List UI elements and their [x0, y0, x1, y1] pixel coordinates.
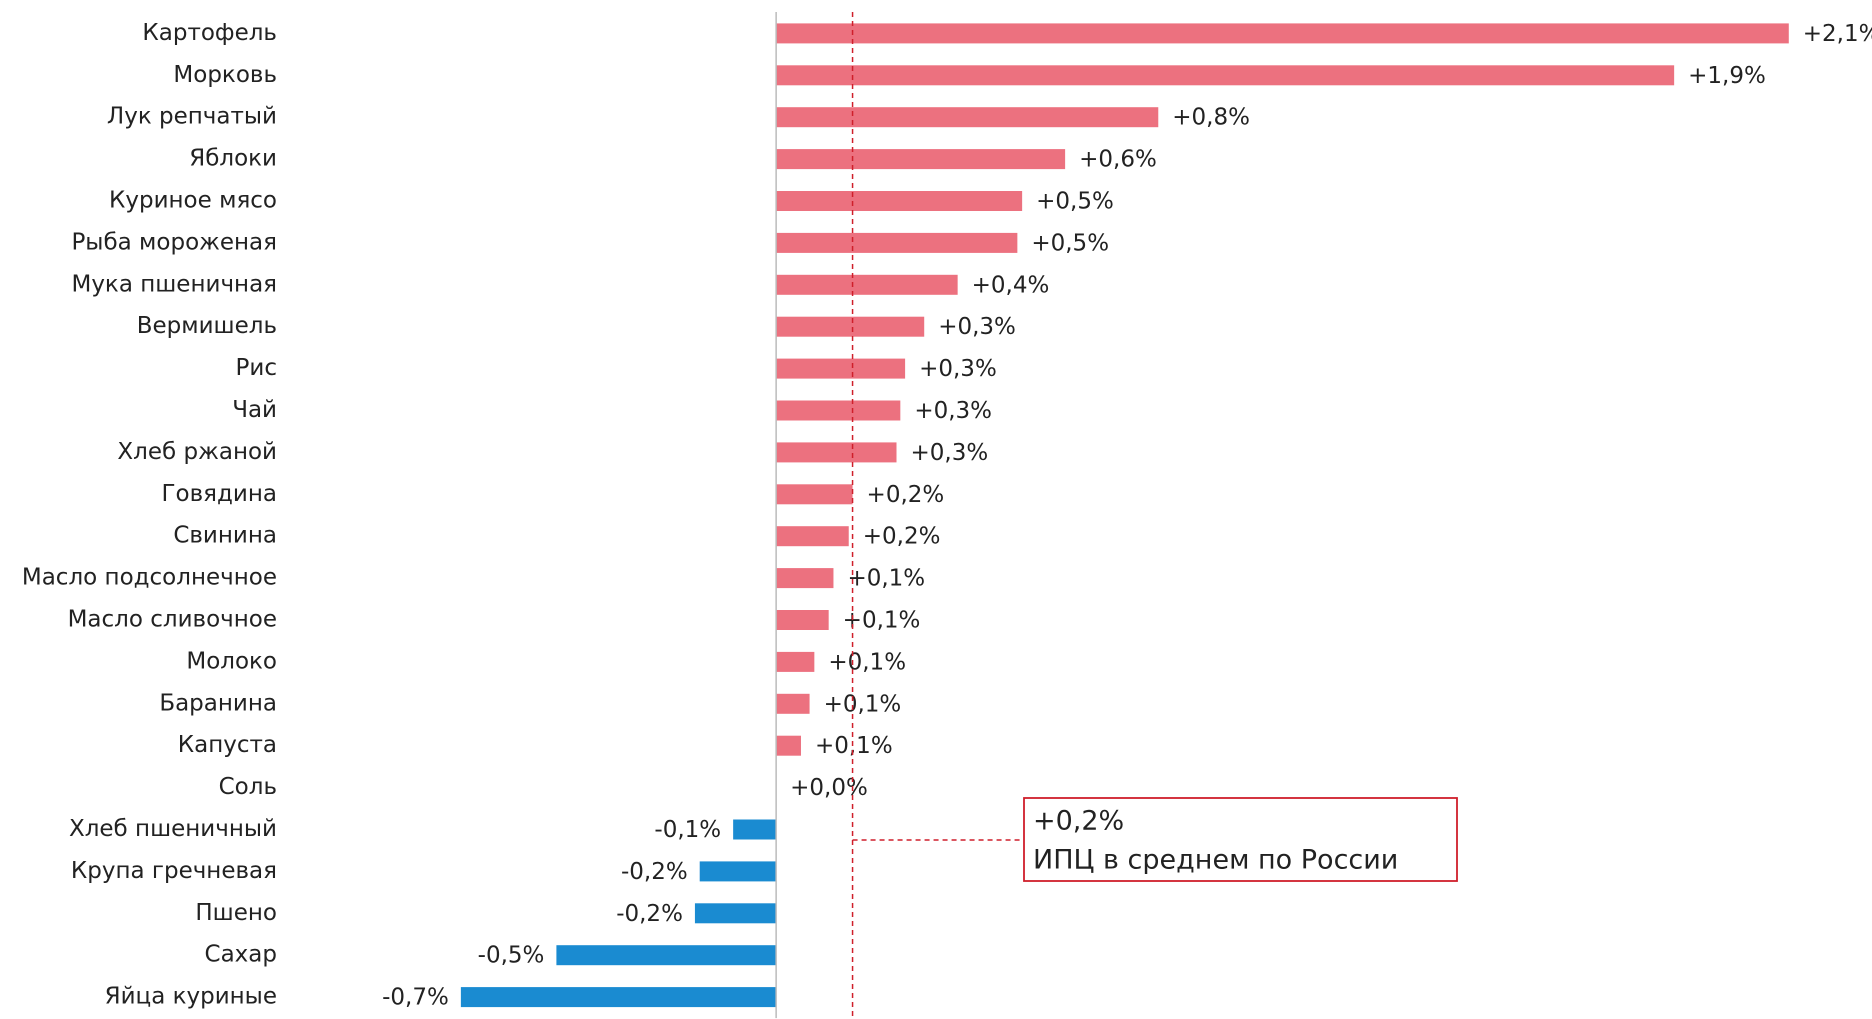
- value-label: +0,3%: [919, 356, 997, 382]
- category-label: Капуста: [178, 732, 277, 758]
- bar: [699, 861, 777, 882]
- bar: [694, 903, 777, 924]
- category-label: Пшено: [195, 900, 277, 926]
- value-label: +0,6%: [1079, 147, 1157, 173]
- value-label: +0,3%: [911, 440, 989, 466]
- category-label: Сахар: [205, 942, 277, 968]
- bar: [776, 735, 801, 756]
- reference-label: +0,2%: [1033, 806, 1124, 837]
- value-label: +0,3%: [914, 398, 992, 424]
- bar: [776, 442, 897, 463]
- bar: [776, 400, 901, 421]
- category-label: Мука пшеничная: [71, 271, 277, 297]
- category-label: Морковь: [173, 62, 277, 88]
- value-label: +0,1%: [815, 733, 893, 759]
- bar: [776, 149, 1066, 170]
- bar: [776, 568, 834, 589]
- category-label: Лук репчатый: [107, 104, 277, 130]
- category-label: Чай: [232, 397, 277, 423]
- value-label: +0,5%: [1036, 189, 1114, 215]
- value-label: +0,1%: [824, 691, 902, 717]
- bar: [776, 107, 1159, 128]
- category-label: Хлеб ржаной: [117, 439, 277, 465]
- value-label: -0,2%: [621, 859, 688, 885]
- category-label: Молоко: [186, 648, 277, 674]
- category-label: Говядина: [162, 481, 277, 507]
- category-label: Куриное мясо: [109, 188, 277, 214]
- bar: [776, 693, 810, 714]
- bar: [776, 274, 958, 295]
- value-label: +0,5%: [1031, 230, 1109, 256]
- category-label: Баранина: [159, 690, 277, 716]
- value-label: +0,8%: [1172, 105, 1250, 131]
- category-label: Картофель: [142, 20, 277, 46]
- bar: [776, 316, 925, 337]
- value-label: +0,2%: [863, 524, 941, 550]
- category-label: Яйца куриные: [105, 984, 277, 1010]
- bar: [776, 610, 829, 630]
- value-label: +0,3%: [938, 314, 1016, 340]
- reference-text: ИПЦ в среднем по России: [1033, 845, 1398, 876]
- value-label: -0,7%: [382, 985, 449, 1011]
- category-label: Рыба мороженая: [71, 229, 277, 255]
- category-label: Яблоки: [189, 146, 277, 172]
- reference-box: [1023, 797, 1458, 882]
- category-label: Хлеб пшеничный: [69, 816, 277, 842]
- value-label: -0,2%: [616, 901, 683, 927]
- bar: [776, 651, 815, 672]
- value-label: +0,4%: [972, 272, 1050, 298]
- bar: [776, 232, 1018, 253]
- value-label: -0,5%: [478, 943, 545, 969]
- bar: [776, 358, 906, 379]
- bar: [460, 987, 777, 1008]
- value-label: +0,1%: [828, 649, 906, 675]
- category-label: Соль: [219, 774, 277, 800]
- category-label: Крупа гречневая: [71, 858, 277, 884]
- category-label: Свинина: [173, 523, 277, 549]
- value-label: +0,1%: [843, 608, 921, 634]
- bar: [776, 65, 1675, 86]
- bar: [776, 23, 1789, 44]
- value-label: +0,2%: [867, 482, 945, 508]
- bar: [776, 484, 853, 505]
- value-label: +0,0%: [790, 775, 868, 801]
- value-label: +1,9%: [1688, 63, 1766, 89]
- category-label: Рис: [236, 355, 277, 381]
- bar: [556, 945, 777, 966]
- category-label: Вермишель: [137, 313, 277, 339]
- bar: [776, 526, 849, 547]
- bar: [733, 819, 777, 840]
- value-label: +0,1%: [847, 566, 925, 592]
- value-label: +2,1%: [1803, 21, 1872, 47]
- category-label: Масло сливочное: [68, 607, 277, 633]
- category-label: Масло подсолнечное: [22, 565, 277, 591]
- bar: [776, 191, 1023, 211]
- value-label: -0,1%: [654, 817, 721, 843]
